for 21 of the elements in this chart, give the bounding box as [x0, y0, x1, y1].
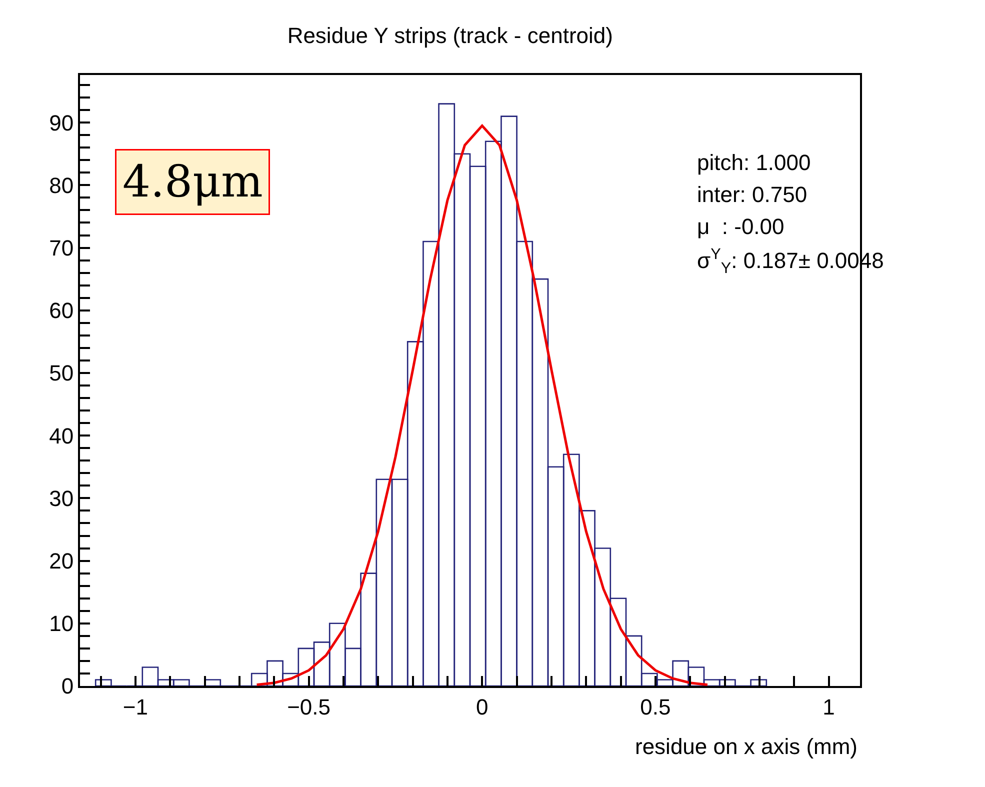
x-tick-label: −0.5	[287, 694, 331, 720]
x-axis-title: residue on x axis (mm)	[635, 734, 858, 759]
y-tick-label: 90	[49, 110, 74, 136]
y-tick-label: 10	[49, 611, 74, 636]
x-tick-label: 0	[476, 694, 488, 720]
annotation: μ : -0.00	[697, 214, 784, 239]
y-tick-label: 30	[49, 486, 74, 511]
y-tick-label: 40	[49, 423, 74, 448]
annotation: pitch: 1.000	[697, 150, 811, 175]
x-tick-label: 1	[822, 694, 835, 720]
y-tick-label: 20	[49, 548, 74, 574]
x-tick-label: −1	[122, 694, 148, 720]
y-tick-label: 60	[49, 298, 74, 324]
annotation: 4.8μm	[122, 156, 263, 208]
x-tick-label: 0.5	[640, 694, 671, 720]
chart-title: Residue Y strips (track - centroid)	[287, 23, 613, 48]
y-tick-label: 70	[49, 235, 74, 260]
annotation: inter: 0.750	[697, 182, 808, 207]
y-tick-label: 0	[61, 674, 74, 699]
y-tick-label: 50	[49, 360, 74, 386]
y-tick-label: 80	[49, 172, 74, 198]
